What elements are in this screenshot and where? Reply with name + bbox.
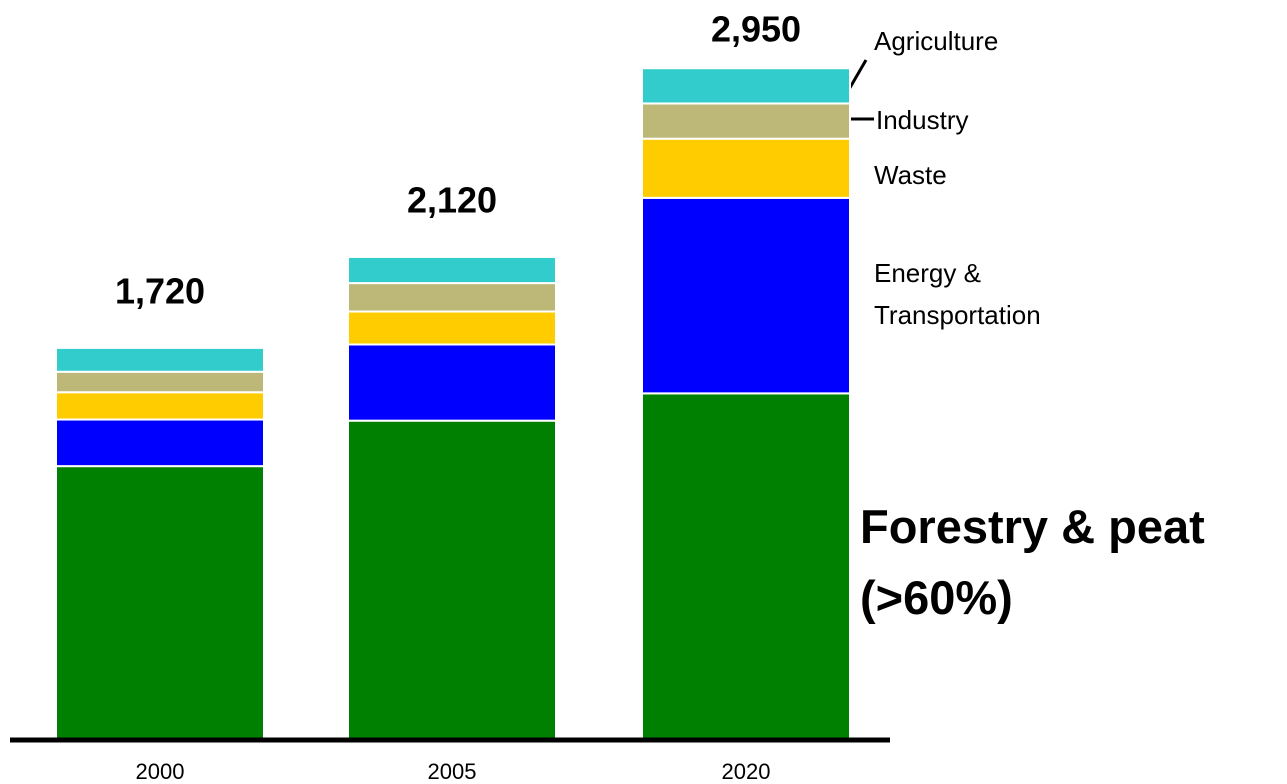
legend-label: Agriculture xyxy=(874,26,999,56)
bar-segment xyxy=(55,346,265,373)
legend-label: Forestry & peat (>60%) xyxy=(860,500,1205,624)
bar-segment xyxy=(641,67,851,105)
bar-segment xyxy=(347,255,557,285)
bar-segment xyxy=(347,343,557,422)
total-label: 2,950 xyxy=(711,9,801,50)
bar-segment xyxy=(641,102,851,140)
total-label: 1,720 xyxy=(115,270,205,311)
bar-segment xyxy=(55,465,265,740)
total-label: 2,120 xyxy=(407,179,497,220)
x-tick-label: 2005 xyxy=(428,759,477,784)
legend-label: Industry xyxy=(876,105,969,135)
bar-segment xyxy=(347,419,557,740)
legend-label: Waste xyxy=(874,160,947,190)
bar-segment xyxy=(347,310,557,346)
bar-segment xyxy=(641,392,851,740)
legend-label: Energy & Transportation xyxy=(874,258,1041,330)
bar-segment xyxy=(55,391,265,421)
bar-segment xyxy=(55,418,265,468)
bar-segment xyxy=(641,196,851,395)
bar-segment xyxy=(641,137,851,199)
x-tick-label: 2020 xyxy=(722,759,771,784)
x-tick-label: 2000 xyxy=(136,759,185,784)
bar-segment xyxy=(347,282,557,313)
bar-segment xyxy=(55,370,265,394)
